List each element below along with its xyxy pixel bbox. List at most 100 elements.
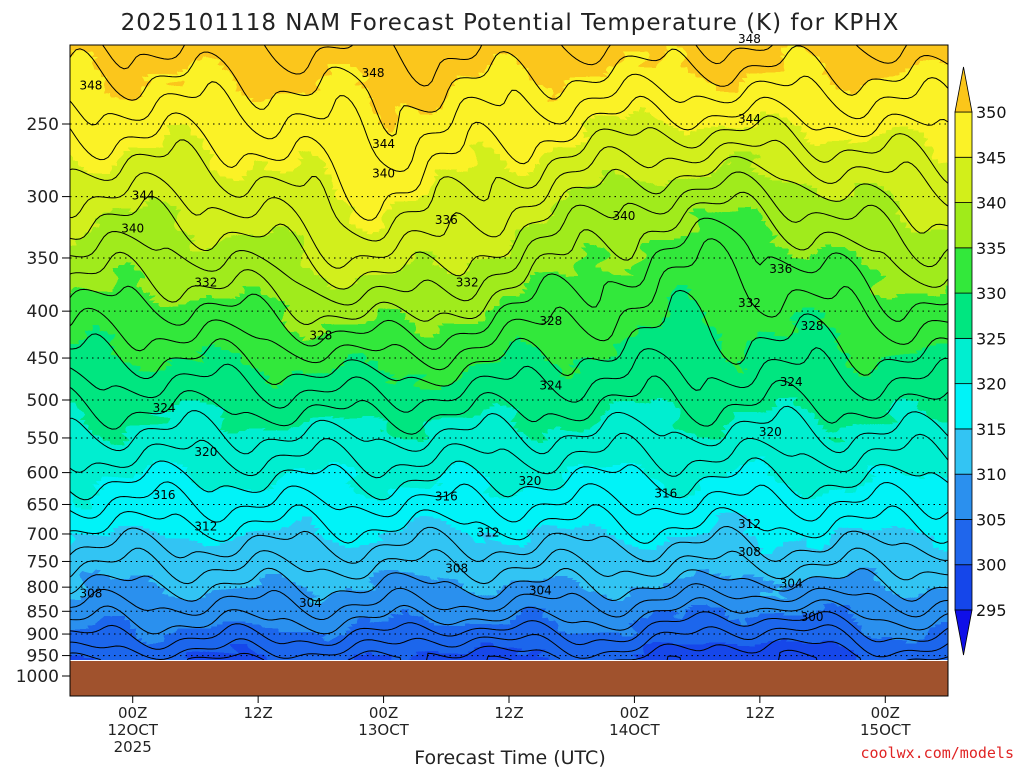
theta-band-cell (758, 461, 765, 546)
theta-band-cell (824, 73, 831, 146)
theta-band-cell (188, 45, 195, 70)
theta-band-cell (536, 269, 543, 350)
y-tick-label: 400 (27, 302, 59, 322)
contour-label: 324 (153, 401, 176, 415)
theta-band-cell (740, 209, 747, 362)
theta-band-cell (98, 489, 105, 542)
theta-band-cell (836, 89, 843, 142)
theta-band-cell (236, 289, 243, 350)
theta-band-cell (734, 413, 741, 474)
theta-band-cell (662, 541, 669, 590)
theta-band-cell (614, 357, 621, 406)
theta-band-cell (896, 125, 903, 210)
theta-band-cell (890, 525, 897, 594)
theta-band-cell (566, 85, 573, 150)
theta-band-cell (638, 113, 645, 186)
theta-band-cell (806, 189, 813, 262)
theta-band-cell (350, 421, 357, 482)
theta-band-cell (200, 149, 207, 250)
theta-band-cell (482, 541, 489, 598)
theta-band-cell (404, 577, 411, 614)
theta-band-cell (80, 281, 87, 346)
theta-band-cell (338, 417, 345, 470)
contour-label: 316 (435, 489, 458, 503)
theta-band-cell (914, 637, 921, 660)
theta-band-cell (884, 525, 891, 586)
theta-band-cell (848, 489, 855, 526)
theta-band-cell (746, 581, 753, 618)
theta-band-cell (488, 485, 495, 542)
theta-band-cell (134, 421, 141, 482)
theta-band-cell (116, 357, 123, 442)
theta-band-cell (830, 81, 837, 142)
theta-band-cell (158, 45, 165, 78)
theta-band-cell (86, 577, 93, 626)
theta-band-cell (434, 109, 441, 166)
contour-line-306 (70, 597, 948, 635)
theta-band-cell (542, 437, 549, 490)
theta-band-cell (218, 485, 225, 550)
contour-label: 340 (372, 166, 395, 180)
theta-band-cell (584, 429, 591, 466)
theta-band-cell (872, 81, 879, 142)
theta-band-cell (284, 525, 291, 578)
theta-band-cell (536, 45, 543, 90)
theta-band-cell (122, 97, 129, 150)
theta-band-cell (206, 349, 213, 410)
theta-band-cell (152, 45, 159, 78)
theta-band-cell (926, 345, 933, 410)
theta-band-cell (818, 321, 825, 430)
theta-band-cell (326, 325, 333, 378)
theta-band-cell (230, 293, 237, 346)
theta-band-cell (470, 325, 477, 362)
theta-band-cell (218, 625, 225, 658)
theta-band-cell (278, 45, 285, 94)
theta-band-cell (770, 65, 777, 110)
theta-band-cell (170, 465, 177, 538)
theta-band-cell (848, 45, 855, 98)
theta-band-cell (644, 189, 651, 250)
theta-band-cell (242, 489, 249, 534)
theta-band-cell (74, 541, 81, 590)
theta-band-cell (296, 429, 303, 474)
theta-band-cell (446, 273, 453, 326)
theta-band-cell (668, 617, 675, 646)
theta-band-cell (686, 61, 693, 142)
theta-band-cell (740, 69, 747, 122)
theta-band-cell (344, 421, 351, 474)
theta-band-cell (860, 85, 867, 146)
theta-band-cell (602, 121, 609, 178)
theta-band-cell (284, 45, 291, 94)
theta-band-cell (92, 425, 99, 494)
theta-band-cell (92, 281, 99, 334)
contour-label: 304 (780, 577, 803, 591)
theta-band-cell (140, 201, 147, 286)
theta-band-cell (860, 481, 867, 526)
theta-band-cell (224, 65, 231, 182)
theta-band-cell (572, 45, 579, 82)
theta-band-cell (272, 45, 279, 94)
theta-band-cell (458, 277, 465, 326)
x-tick-label: 00Z (118, 704, 147, 722)
theta-band-cell (680, 137, 687, 178)
theta-band-cell (740, 653, 747, 660)
theta-band-cell (644, 553, 651, 590)
theta-band-cell (668, 49, 675, 130)
colorbar-under-arrow (954, 609, 973, 656)
x-tick-label: 12Z (243, 704, 272, 722)
theta-band-cell (254, 625, 261, 658)
theta-band-cell (662, 189, 669, 242)
theta-band-cell (212, 169, 219, 246)
theta-band-cell (446, 657, 453, 660)
theta-band-cell (632, 117, 639, 182)
theta-band-cell (182, 73, 189, 126)
theta-band-cell (470, 653, 477, 660)
theta-band-cell (764, 173, 771, 230)
theta-band-cell (830, 641, 837, 660)
theta-band-cell (386, 273, 393, 314)
theta-band-cell (692, 433, 699, 486)
theta-band-cell (656, 45, 663, 62)
theta-band-cell (494, 257, 501, 302)
theta-band-cell (710, 85, 717, 126)
theta-band-cell (542, 265, 549, 358)
